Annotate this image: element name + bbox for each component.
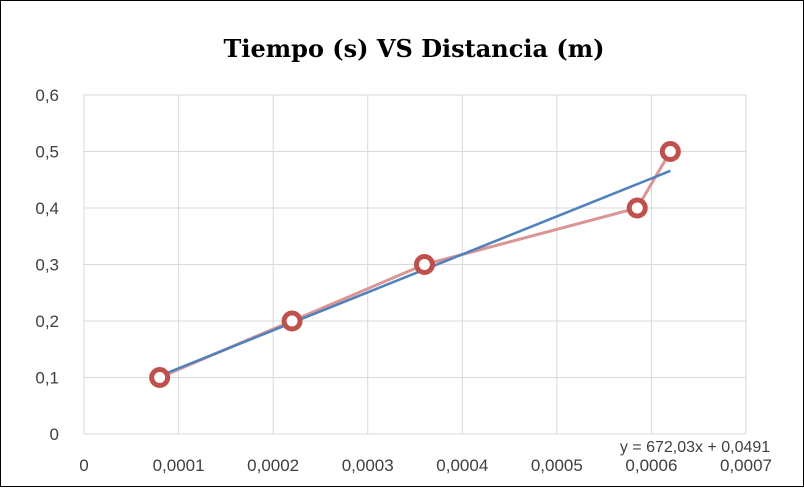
data-point: [149, 367, 171, 388]
trendline-layer: [159, 169, 671, 378]
x-tick-label: 0,0004: [436, 456, 488, 475]
chart-title: Tiempo (s) VS Distancia (m): [224, 34, 605, 63]
data-point: [413, 254, 435, 275]
y-tick-label: 0: [50, 425, 59, 444]
data-point: [281, 310, 303, 332]
data-point: [659, 141, 681, 162]
tick-layer: 0 0,0001 0,0002 0,0003 0,0004 0,0005 0,0006 0,0…: [35, 86, 772, 475]
x-tick-label: 0,0006: [625, 456, 677, 475]
y-tick-label: 0,1: [35, 369, 59, 388]
x-tick-label: 0,0002: [247, 456, 299, 475]
y-tick-label: 0,4: [35, 199, 59, 218]
marker-layer: [149, 141, 681, 388]
x-tick-label: 0,0007: [720, 456, 772, 475]
x-tick-label: 0,0005: [531, 456, 583, 475]
y-tick-label: 0,5: [35, 143, 59, 162]
trendline-equation: y = 672,03x + 0,0491: [620, 439, 770, 456]
x-tick-label: 0,0003: [342, 456, 394, 475]
x-tick-label: 0: [79, 456, 88, 475]
y-tick-label: 0,2: [35, 312, 59, 331]
data-point: [626, 197, 648, 219]
y-tick-label: 0,6: [35, 86, 59, 105]
y-tick-label: 0,3: [35, 256, 59, 275]
trendline: [159, 169, 671, 378]
x-tick-label: 0,0001: [153, 456, 205, 475]
